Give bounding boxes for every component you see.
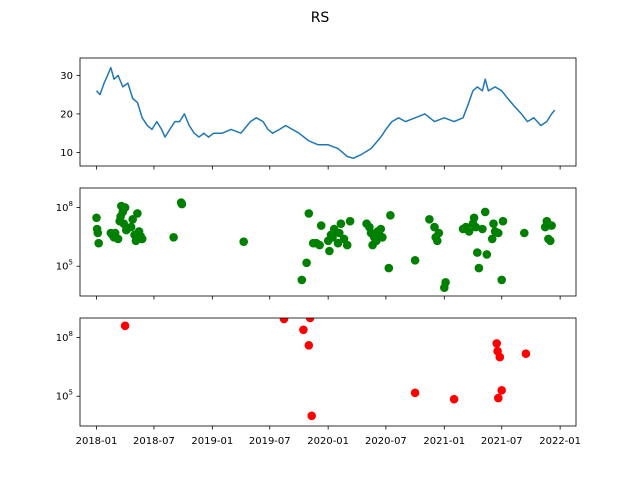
volume-point	[316, 221, 326, 230]
x-tick-label: 2020-01	[307, 436, 349, 447]
price-panel-frame	[79, 57, 577, 167]
volume-ytick-label: 105	[56, 259, 73, 273]
volume-point	[304, 209, 314, 218]
price-x-ticks	[96, 166, 561, 170]
price-ytick-label: 20	[60, 109, 73, 120]
x-tick-label: 2018-07	[133, 436, 175, 447]
price-line	[95, 66, 556, 160]
volume-point	[335, 228, 344, 238]
volume-point	[126, 222, 136, 232]
price-line-area	[95, 66, 556, 160]
volume-point	[113, 234, 123, 244]
events-x-axis: 2018-01 2018-07 2019-01 2019-07 2020-01 2020-…	[76, 426, 581, 447]
volume-point	[128, 215, 137, 224]
x-tick-label: 2021-01	[423, 436, 465, 447]
volume-point	[464, 227, 474, 236]
volume-point	[345, 216, 355, 226]
x-tick-label: 2020-07	[365, 436, 407, 447]
volume-point	[342, 240, 352, 250]
volume-point	[376, 224, 386, 234]
events-points-area	[120, 318, 531, 421]
volume-y-axis: 105 108	[56, 200, 80, 273]
volume-point	[93, 228, 103, 238]
volume-point	[471, 222, 481, 232]
chart-title: RS	[311, 10, 330, 26]
volume-point	[494, 228, 503, 238]
x-tick-label: 2019-07	[249, 436, 291, 447]
volume-point	[410, 255, 420, 265]
x-tick-label: 2022-01	[539, 436, 581, 447]
volume-point	[433, 236, 442, 246]
volume-points-area	[92, 198, 556, 293]
volume-point	[473, 248, 482, 257]
volume-ytick-label: 108	[56, 200, 73, 214]
volume-point	[137, 234, 147, 244]
events-point	[299, 325, 308, 335]
volume-point	[386, 211, 395, 220]
events-y-axis: 105 108	[56, 330, 80, 403]
volume-point	[94, 238, 103, 248]
volume-point	[478, 224, 487, 234]
volume-point	[328, 233, 337, 242]
events-point	[410, 388, 420, 398]
volume-point	[378, 233, 387, 242]
price-ytick-label: 10	[60, 148, 73, 159]
volume-point	[425, 215, 434, 224]
events-point	[307, 411, 317, 421]
volume-panel-frame	[79, 187, 577, 297]
x-tick-label: 2021-07	[481, 436, 523, 447]
volume-point	[297, 275, 307, 285]
events-panel-frame	[79, 317, 577, 427]
volume-point	[547, 221, 556, 230]
volume-point	[441, 278, 450, 287]
volume-point	[336, 219, 346, 228]
volume-point	[480, 207, 490, 217]
events-point	[279, 318, 289, 324]
events-point	[521, 349, 531, 359]
volume-point	[520, 228, 529, 238]
events-ytick-label: 105	[56, 389, 73, 403]
events-point	[304, 341, 314, 350]
volume-point	[302, 258, 311, 268]
volume-point	[497, 275, 507, 285]
events-point	[305, 318, 315, 323]
events-ytick-label: 108	[56, 330, 73, 344]
price-y-axis: 10 20 30	[60, 71, 80, 159]
events-point	[497, 386, 507, 395]
price-panel: 10 20 30	[60, 57, 577, 170]
volume-point	[482, 250, 492, 259]
volume-point	[489, 219, 498, 228]
volume-point	[474, 263, 484, 273]
volume-point	[434, 228, 444, 238]
volume-point	[169, 233, 178, 242]
volume-point	[239, 237, 248, 246]
events-point	[495, 352, 505, 362]
price-ytick-label: 30	[60, 71, 73, 82]
events-point	[492, 339, 502, 348]
x-tick-label: 2018-01	[76, 436, 118, 447]
volume-point	[120, 203, 130, 212]
volume-point	[487, 234, 497, 244]
events-panel: 105 108 2018-01 2018-07 2019-01 2019-07 2020-…	[56, 317, 581, 447]
volume-panel: 105 108	[56, 187, 577, 300]
volume-point	[315, 240, 324, 250]
events-point	[120, 321, 130, 331]
volume-point	[384, 263, 394, 273]
volume-point	[469, 213, 479, 223]
volume-point	[177, 199, 187, 209]
volume-point	[498, 216, 508, 226]
x-tick-label: 2019-01	[191, 436, 233, 447]
volume-point	[546, 236, 555, 246]
volume-point	[133, 209, 142, 218]
volume-point	[333, 238, 343, 248]
volume-point	[325, 246, 334, 256]
events-point	[494, 393, 503, 403]
volume-point	[92, 213, 101, 223]
volume-x-ticks	[96, 296, 561, 300]
volume-point	[430, 222, 439, 232]
events-point	[449, 394, 459, 404]
